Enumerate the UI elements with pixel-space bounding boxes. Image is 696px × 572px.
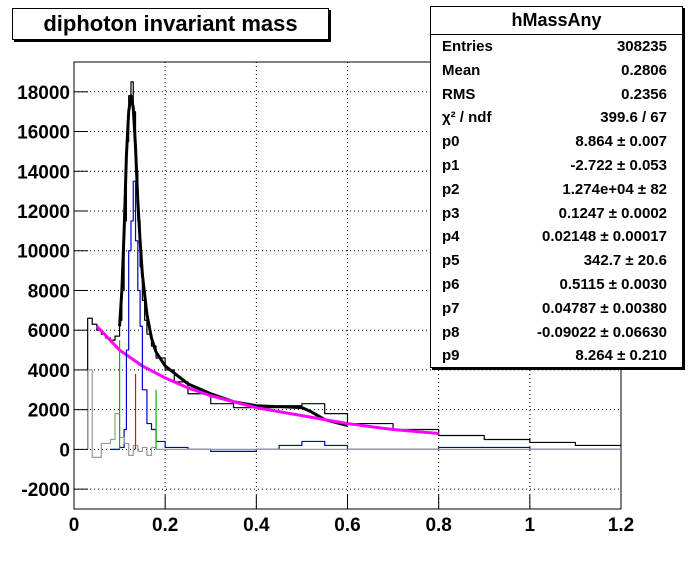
y-tick-label: 0 [59,440,70,461]
stats-row-label: p5 [442,252,460,270]
stats-row-value: 399.6 / 67 [600,109,667,127]
stats-row-value: 0.2806 [621,61,667,79]
stats-row: χ² / ndf 399.6 / 67 [431,106,682,130]
stats-row-label: p9 [442,347,460,365]
stats-row-label: p1 [442,156,460,174]
stats-row: p0 8.864 ± 0.007 [431,130,682,154]
stats-row-label: p3 [442,204,460,222]
series-residual [110,180,621,452]
stats-box-title: hMassAny [431,7,682,35]
stats-row-label: χ² / ndf [442,109,492,127]
y-tick-label: 10000 [17,242,70,263]
y-tick-label: 8000 [28,281,70,302]
stats-row: p3 0.1247 ± 0.0002 [431,202,682,226]
stats-row: p1 -2.722 ± 0.053 [431,154,682,178]
x-tick-label: 0.8 [425,515,451,536]
chart-title: diphoton invariant mass [12,8,329,40]
stats-rows: Entries 308235 Mean 0.2806 RMS 0.2356 χ² / ndf… [431,35,682,368]
stats-row: p9 8.264 ± 0.210 [431,344,682,368]
y-tick-label: 4000 [28,361,70,382]
stats-row-label: p4 [442,228,460,246]
x-tick-label: 0.6 [334,515,360,536]
stats-row-label: Mean [442,61,481,79]
y-tick-label: 6000 [28,321,70,342]
x-tick-label: 0.4 [243,515,270,536]
series-fit_total [118,94,348,428]
stats-row-label: p6 [442,275,460,293]
y-tick-label: 12000 [17,202,70,223]
stats-row: RMS 0.2356 [431,83,682,107]
stats-row-value: 1.274e+04 ± 82 [562,180,667,198]
stats-row-value: -0.09022 ± 0.06630 [536,323,667,341]
stats-row-label: p8 [442,323,460,341]
stats-row-label: p7 [442,299,460,317]
stats-row-value: 0.04787 ± 0.00380 [541,299,667,317]
data-series [87,81,622,458]
series-background_fit [95,325,439,436]
stats-row-value: 0.5115 ± 0.0030 [559,275,668,293]
stats-row-value: 8.864 ± 0.007 [575,133,667,151]
y-tick-label: 16000 [17,123,70,144]
series-residual_gray [87,369,621,458]
y-tick-label: 14000 [17,162,70,183]
stats-row-label: p0 [442,133,460,151]
y-tick-label: -2000 [21,480,70,501]
y-tick-label: 18000 [17,83,70,104]
stats-row: p6 0.5115 ± 0.0030 [431,273,682,297]
x-tick-label: 1 [525,515,536,536]
y-tick-label: 2000 [28,401,70,422]
stats-row-label: Entries [442,38,493,55]
stats-row: p2 1.274e+04 ± 82 [431,178,682,202]
stats-row: p8 -0.09022 ± 0.06630 [431,321,682,345]
stats-box: hMassAny Entries 308235 Mean 0.2806 RMS 0.235… [430,6,683,368]
stats-row-value: -2.722 ± 0.053 [570,156,667,174]
x-tick-label: 0 [69,515,80,536]
stats-row: Entries 308235 [431,35,682,59]
stats-row: p7 0.04787 ± 0.00380 [431,297,682,321]
stats-row-value: 8.264 ± 0.210 [575,347,667,365]
stats-row-label: RMS [442,85,476,103]
stats-row: Mean 0.2806 [431,59,682,83]
stats-row-value: 342.7 ± 20.6 [583,252,667,270]
stats-row-value: 0.1247 ± 0.0002 [558,204,667,222]
stats-row-value: 0.02148 ± 0.00017 [541,228,667,246]
stats-row-label: p2 [442,180,460,198]
stats-row-value: 308235 [616,38,667,55]
stats-row-value: 0.2356 [621,85,667,103]
x-tick-label: 1.2 [608,515,634,536]
stats-row: p5 342.7 ± 20.6 [431,249,682,273]
axes: 0 0.2 0.4 0.6 0.8 1 1.2 -2000 0 2000 4000 6000 8000 1… [17,83,634,536]
x-tick-label: 0.2 [152,515,178,536]
series-histogram [87,81,622,450]
stats-row: p4 0.02148 ± 0.00017 [431,225,682,249]
